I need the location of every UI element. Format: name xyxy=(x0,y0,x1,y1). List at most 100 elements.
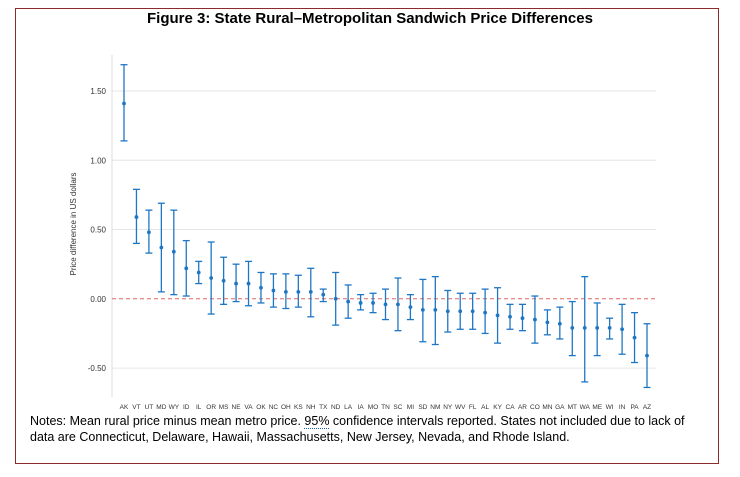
x-tick-label-id: ID xyxy=(183,404,190,411)
y-axis-label: Price difference in US dollars xyxy=(69,172,78,275)
point-in xyxy=(620,327,624,332)
x-tick-layer: AK VT UT MD WY ID IL OR MS NE VA OK NC OH KS NH TX ND LA IA… xyxy=(120,404,652,411)
x-tick-label-tn: TN xyxy=(381,404,390,411)
point-md xyxy=(159,245,164,250)
y-tick-label: 1.50 xyxy=(90,87,106,96)
x-tick-label-vt: VT xyxy=(132,404,140,411)
point-ar xyxy=(520,316,525,321)
x-tick-label-wa: WA xyxy=(580,404,591,411)
point-tn xyxy=(383,302,388,307)
x-tick-label-me: ME xyxy=(592,404,602,411)
point-fl xyxy=(470,309,475,314)
x-tick-label-ar: AR xyxy=(518,404,527,411)
y-tick-label: 0.50 xyxy=(90,226,106,235)
point-or xyxy=(209,276,214,280)
notes-text-part1: Notes: Mean rural price minus mean metro… xyxy=(30,414,305,428)
x-tick-label-ms: MS xyxy=(219,404,229,411)
x-tick-label-wy: WY xyxy=(169,404,180,411)
grid-layer xyxy=(111,55,656,397)
x-tick-label-fl: FL xyxy=(469,404,477,411)
x-tick-label-az: AZ xyxy=(643,404,651,411)
point-sd xyxy=(420,307,425,312)
x-tick-label-md: MD xyxy=(156,404,166,411)
x-tick-label-sd: SD xyxy=(418,404,427,411)
notes-underlined-95: 95% xyxy=(304,414,330,429)
series-layer xyxy=(120,64,651,389)
x-tick-label-ia: IA xyxy=(358,404,365,411)
point-wa xyxy=(582,325,587,330)
point-ky xyxy=(495,313,500,318)
point-ok xyxy=(259,285,263,290)
point-ks xyxy=(296,289,301,294)
point-ga xyxy=(557,321,562,326)
x-tick-label-ky: KY xyxy=(493,404,502,411)
point-wi xyxy=(607,325,612,330)
y-tick-label: 0.00 xyxy=(90,295,106,304)
point-ut xyxy=(147,230,151,235)
y-tick-label: -0.50 xyxy=(88,364,107,373)
point-mi xyxy=(408,305,413,310)
x-tick-label-or: OR xyxy=(206,404,216,411)
point-nc xyxy=(271,288,276,293)
figure-notes: Notes: Mean rural price minus mean metro… xyxy=(30,413,702,445)
x-tick-label-ca: CA xyxy=(506,404,516,411)
x-tick-label-ut: UT xyxy=(145,404,154,411)
y-tick-layer: 1.50 1.00 0.50 0.00 -0.50 xyxy=(88,87,107,373)
x-tick-label-il: IL xyxy=(196,404,202,411)
notes-text-part2: confidence intervals reported. States no… xyxy=(30,414,685,444)
x-tick-label-al: AL xyxy=(481,404,489,411)
x-tick-label-ok: OK xyxy=(256,404,266,411)
x-tick-label-ga: GA xyxy=(555,404,565,411)
point-mt xyxy=(570,325,575,330)
x-tick-label-nh: NH xyxy=(306,404,316,411)
point-pa xyxy=(632,335,637,340)
point-az xyxy=(645,353,649,358)
figure-frame xyxy=(15,8,719,464)
x-tick-label-mi: MI xyxy=(407,404,414,411)
x-tick-label-ks: KS xyxy=(294,404,303,411)
x-tick-label-co: CO xyxy=(530,404,540,411)
figure-title: Figure 3: State Rural–Metropolitan Sandw… xyxy=(147,10,593,27)
point-al xyxy=(483,310,488,315)
point-mo xyxy=(371,301,375,305)
x-tick-label-pa: PA xyxy=(630,404,639,411)
point-ca xyxy=(508,314,512,319)
x-tick-label-nd: ND xyxy=(331,404,341,411)
point-ak xyxy=(122,101,126,106)
point-oh xyxy=(283,289,288,294)
x-tick-label-wv: WV xyxy=(455,404,466,411)
x-tick-label-in: IN xyxy=(619,404,626,411)
point-il xyxy=(196,270,201,275)
x-tick-label-mn: MN xyxy=(542,404,552,411)
x-tick-label-sc: SC xyxy=(393,404,402,411)
point-id xyxy=(184,266,189,271)
x-tick-label-oh: OH xyxy=(281,404,291,411)
point-la xyxy=(346,299,351,304)
point-wy xyxy=(171,249,176,254)
x-tick-label-mo: MO xyxy=(368,404,378,411)
point-nd xyxy=(333,296,338,301)
x-tick-label-ne: NE xyxy=(232,404,242,411)
x-tick-label-nc: NC xyxy=(269,404,279,411)
x-tick-label-va: VA xyxy=(244,404,253,411)
point-nh xyxy=(308,289,313,294)
point-co xyxy=(533,317,537,322)
point-va xyxy=(246,281,251,286)
x-tick-label-ny: NY xyxy=(443,404,453,411)
point-sc xyxy=(396,302,400,307)
point-nm xyxy=(433,307,438,312)
point-ny xyxy=(445,309,450,314)
x-tick-label-wi: WI xyxy=(606,404,614,411)
x-tick-label-la: LA xyxy=(344,404,353,411)
x-tick-label-mt: MT xyxy=(568,404,577,411)
point-ms xyxy=(221,278,226,283)
x-tick-label-nm: NM xyxy=(430,404,440,411)
point-mn xyxy=(545,320,550,325)
point-tx xyxy=(321,292,326,297)
x-tick-label-tx: TX xyxy=(319,404,328,411)
point-ia xyxy=(358,301,363,305)
point-vt xyxy=(134,215,139,219)
point-me xyxy=(595,325,600,330)
y-tick-label: 1.00 xyxy=(90,156,106,165)
